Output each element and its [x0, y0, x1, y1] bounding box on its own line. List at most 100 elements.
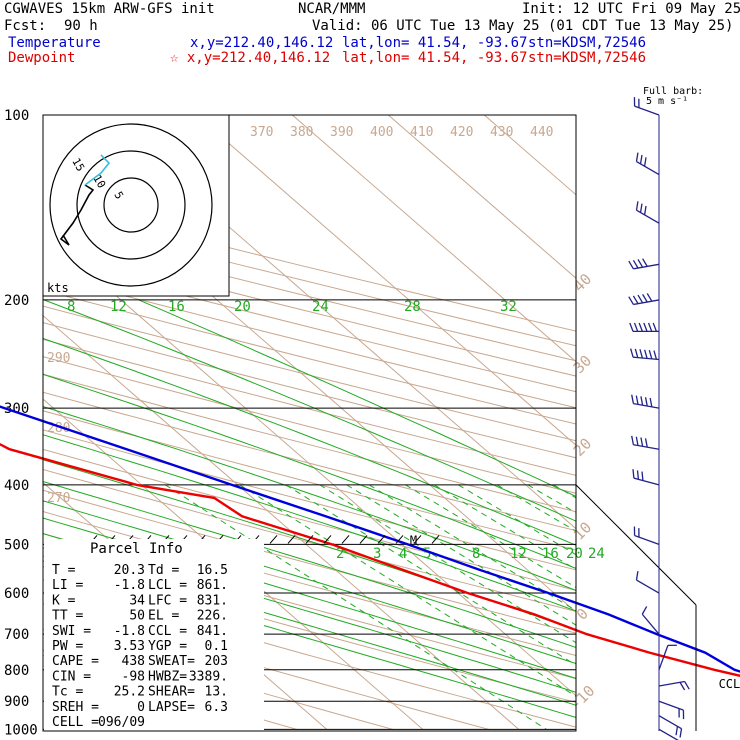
theta-label: 440 [530, 125, 553, 140]
moist-adiabat [43, 337, 576, 546]
mixing-ratio-label: 16 [168, 299, 185, 315]
wind-barb-flag [637, 294, 644, 304]
parcel-key: PW = [52, 639, 83, 654]
mixing-ratio-line [164, 484, 547, 730]
temp-xy: x,y=212.40,146.12 [190, 35, 334, 51]
wind-barb-flag [641, 606, 648, 615]
parcel-value: 3389. [189, 669, 228, 684]
dry-adiabat [43, 468, 576, 612]
hash-tick [287, 535, 296, 544]
dry-adiabat [43, 603, 489, 730]
dry-adiabat [43, 356, 576, 494]
mixing-ratio-label: 8 [67, 299, 75, 315]
hodograph-units: kts [47, 281, 69, 295]
wind-barb-flag [653, 350, 658, 360]
fcst-hours: 90 h [64, 18, 98, 34]
wind-barb-flag [644, 438, 648, 448]
mixing-ratio-label: 20 [234, 299, 251, 315]
parcel-key: TT = [52, 609, 83, 624]
parcel-key: SREH = [52, 700, 99, 715]
hodograph-ring [49, 123, 213, 287]
theta-label: 400 [370, 125, 393, 140]
wind-barb-flag [631, 394, 635, 404]
pressure-tick-label: 800 [4, 663, 29, 679]
theta-label: 420 [450, 125, 473, 140]
parcel-value: 096/09 [98, 715, 145, 730]
dry-adiabat [43, 489, 576, 634]
parcel-key: YGP = [148, 639, 187, 654]
fcst-label: Fcst: [4, 18, 47, 34]
wind-barb-flag [632, 469, 635, 479]
wind-barb-flag [684, 681, 690, 690]
mixing-ratio-line [434, 484, 576, 571]
wind-barb [633, 444, 660, 450]
mixing-ratio-line [319, 484, 576, 644]
wind-barb-flag [631, 435, 635, 445]
dry-adiabat [43, 273, 576, 409]
parcel-key: Td = [148, 563, 179, 578]
parcel-key: CIN = [52, 669, 91, 684]
isotherm-line [43, 231, 576, 697]
parcel-value: -98 [122, 669, 145, 684]
dry-adiabat [43, 243, 576, 377]
wind-barb-flag [647, 322, 653, 332]
dry-adiabat [43, 322, 576, 459]
wind-barb [633, 356, 660, 361]
parcel-value: 0.1 [205, 639, 228, 654]
theta-label: 290 [47, 351, 70, 366]
model-title: CGWAVES 15km ARW-GFS init [4, 1, 215, 17]
dewpoint-trace [0, 442, 740, 678]
wind-barb-flag [636, 470, 640, 480]
parcel-value: 34 [129, 593, 145, 608]
wind-barb-flag [639, 203, 643, 213]
parcel-info-title: Parcel Info [90, 541, 183, 557]
parcel-key: HWBZ= [148, 669, 187, 684]
pressure-tick-label: 400 [4, 478, 29, 494]
isotherm-line [483, 115, 576, 196]
theta-label: 390 [330, 125, 353, 140]
wind-barb [658, 700, 684, 711]
mixing-ratio-line [594, 485, 740, 729]
wind-barb-flag [635, 571, 639, 581]
parcel-key: K = [52, 593, 76, 608]
mixing-ratio-line [346, 484, 576, 626]
parcel-panel [44, 539, 264, 730]
parcel-value: 841. [197, 624, 228, 639]
isotherm-line [43, 398, 424, 730]
legend-temperature: Temperature [8, 35, 101, 51]
hodograph-ring-label: 15 [69, 156, 87, 174]
mixing-ratio-label: 28 [404, 299, 421, 315]
parcel-value: 203 [205, 654, 228, 669]
edge-line [575, 484, 697, 606]
parcel-key: T = [52, 563, 76, 578]
parcel-value: 20.3 [114, 563, 145, 578]
mixing-ratio-label: 20 [566, 546, 583, 562]
legend-dewpoint: Dewpoint [8, 50, 76, 66]
moist-adiabat [43, 373, 576, 569]
pressure-tick-label: 700 [4, 627, 29, 643]
hash-tick [359, 535, 368, 544]
parcel-key: SWEAT= [148, 654, 195, 669]
pressure-tick-label: 100 [4, 108, 29, 124]
pressure-tick-label: 500 [4, 537, 29, 553]
pressure-tick-label: 900 [4, 694, 29, 710]
wind-barb [636, 209, 660, 224]
wind-barb-flag [628, 260, 634, 270]
wind-barb-flag [644, 349, 648, 359]
hash-tick [431, 535, 440, 544]
hodograph-ring [76, 150, 186, 260]
wind-barb-flag [643, 322, 648, 332]
isotherm-label: 10 [570, 518, 596, 544]
mixing-ratio-line [368, 484, 576, 612]
parcel-key: CCL = [148, 624, 187, 639]
wind-barb-flag [648, 349, 653, 360]
moist-adiabat [43, 405, 576, 591]
wind-barb [658, 728, 679, 740]
hodograph-ring [103, 177, 159, 233]
theta-label: 270 [47, 491, 70, 506]
dew-latlon: lat,lon= 41.54, -93.67 [342, 50, 528, 66]
wind-barb-flag [635, 201, 639, 211]
parcel-key: SWI = [52, 624, 91, 639]
wind-barb-flag [639, 154, 643, 164]
mixing-ratio-line [496, 484, 576, 532]
